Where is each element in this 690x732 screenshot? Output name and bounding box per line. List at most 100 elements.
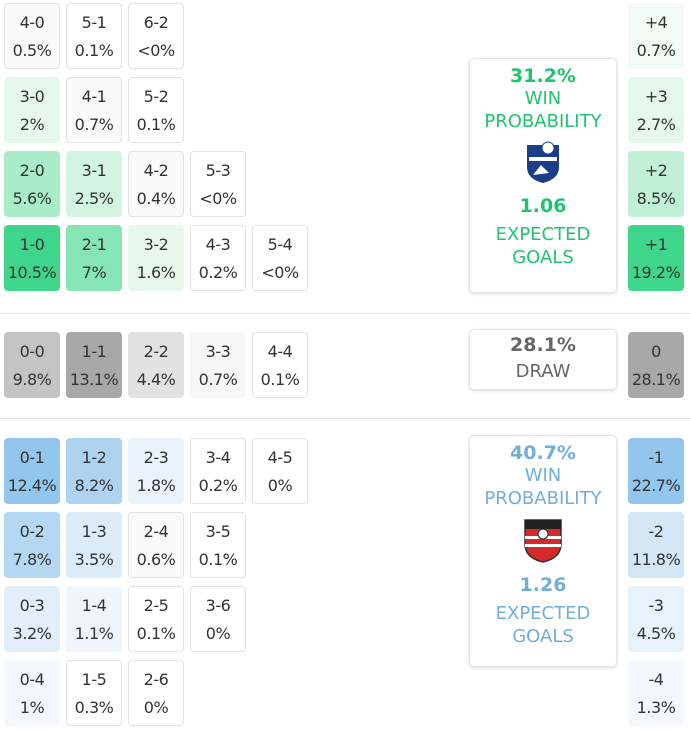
score-cell: 0-0 9.8%: [4, 332, 60, 398]
score: 0-4: [19, 670, 45, 689]
score-cell: 1-1 13.1%: [66, 332, 122, 398]
probability: 12.4%: [7, 476, 57, 495]
score: 5-3: [205, 161, 231, 180]
probability: 1.8%: [136, 476, 176, 495]
score: 2-1: [81, 235, 107, 254]
score: 0-0: [19, 342, 45, 361]
score: 3-1: [81, 161, 107, 180]
score-cell: 1-5 0.3%: [66, 660, 122, 726]
score: 4-0: [19, 13, 45, 32]
score-cell: 3-2 1.6%: [128, 225, 184, 291]
score-cell: 3-4 0.2%: [190, 438, 246, 504]
score: 0-3: [19, 596, 45, 615]
divider: [0, 418, 690, 419]
xg-label: EXPECTED GOALS: [495, 224, 591, 268]
score: 1-2: [81, 448, 107, 467]
probability: 0%: [143, 698, 169, 717]
probability: 1.1%: [74, 624, 114, 643]
score-cell: 4-4 0.1%: [252, 332, 308, 398]
score-cell: 0 28.1%: [628, 332, 684, 398]
away-panel: 40.7% WIN PROBABILITY 1.26 EXPECTED GOAL…: [469, 435, 617, 667]
score: 6-2: [143, 13, 169, 32]
score-cell: +4 0.7%: [628, 3, 684, 69]
score-cell: 3-0 2%: [4, 77, 60, 143]
score-cell: 1-0 10.5%: [4, 225, 60, 291]
score: 2-4: [143, 522, 169, 541]
score-cell: 1-2 8.2%: [66, 438, 122, 504]
score-cell: 1-3 3.5%: [66, 512, 122, 578]
probability: 0%: [267, 476, 293, 495]
score: 4-2: [143, 161, 169, 180]
expected-goals: 1.26: [519, 574, 567, 596]
score-cell: 4-0 0.5%: [4, 3, 60, 69]
probability: 0.1%: [74, 41, 114, 60]
team-logo: [524, 519, 562, 563]
score: 3-3: [205, 342, 231, 361]
draw-panel: 28.1% DRAW: [469, 329, 617, 390]
score: 0-1: [19, 448, 45, 467]
score: +1: [644, 235, 668, 254]
probability: 1%: [19, 698, 45, 717]
win-probability: 40.7%: [510, 442, 576, 464]
probability: 8.5%: [636, 189, 676, 208]
score: -4: [648, 670, 664, 689]
score-cell: 2-6 0%: [128, 660, 184, 726]
probability: 4.5%: [636, 624, 676, 643]
draw-probability: 28.1%: [510, 334, 576, 356]
win-label: WIN PROBABILITY: [484, 88, 602, 132]
score-cell: 2-3 1.8%: [128, 438, 184, 504]
probability: 22.7%: [631, 476, 681, 495]
score-cell: 0-3 3.2%: [4, 586, 60, 652]
score-cell: 6-2 <0%: [128, 3, 184, 69]
probability: 1.6%: [136, 263, 176, 282]
score-cell: 2-2 4.4%: [128, 332, 184, 398]
probability: 0.2%: [198, 476, 238, 495]
score: 2-2: [143, 342, 169, 361]
score-cell: 2-0 5.6%: [4, 151, 60, 217]
score-cell: 4-5 0%: [252, 438, 308, 504]
score: 1-5: [81, 670, 107, 689]
probability: <0%: [199, 189, 237, 208]
score: -1: [648, 448, 664, 467]
score: 2-5: [143, 596, 169, 615]
score: 1-4: [81, 596, 107, 615]
probability: 1.3%: [636, 698, 676, 717]
probability: 7%: [81, 263, 107, 282]
probability: 0.3%: [74, 698, 114, 717]
probability: 0.1%: [260, 370, 300, 389]
score-cell: 5-1 0.1%: [66, 3, 122, 69]
probability: 0.7%: [198, 370, 238, 389]
probability: 0.1%: [136, 115, 176, 134]
team-logo: [527, 141, 559, 183]
score: 2-0: [19, 161, 45, 180]
win-label: WIN PROBABILITY: [484, 465, 602, 509]
score: 1-1: [81, 342, 107, 361]
probability: <0%: [137, 41, 175, 60]
score-cell: 3-6 0%: [190, 586, 246, 652]
probability: 0.4%: [136, 189, 176, 208]
score-cell: -4 1.3%: [628, 660, 684, 726]
score-cell: 0-1 12.4%: [4, 438, 60, 504]
score-cell: 4-3 0.2%: [190, 225, 246, 291]
probability: 3.2%: [12, 624, 52, 643]
probability: 4.4%: [136, 370, 176, 389]
probability: 28.1%: [631, 370, 681, 389]
score: +4: [644, 13, 668, 32]
probability: 13.1%: [69, 370, 119, 389]
score-cell: -1 22.7%: [628, 438, 684, 504]
score: 0-2: [19, 522, 45, 541]
score: 3-4: [205, 448, 231, 467]
score: 4-1: [81, 87, 107, 106]
score: 2-3: [143, 448, 169, 467]
probability: 0.5%: [12, 41, 52, 60]
probability: 5.6%: [12, 189, 52, 208]
score-cell: 3-3 0.7%: [190, 332, 246, 398]
probability: 0.7%: [636, 41, 676, 60]
score: 4-3: [205, 235, 231, 254]
probability: 0%: [205, 624, 231, 643]
probability: 8.2%: [74, 476, 114, 495]
score-cell: -3 4.5%: [628, 586, 684, 652]
probability: 2.5%: [74, 189, 114, 208]
score-cell: 2-5 0.1%: [128, 586, 184, 652]
